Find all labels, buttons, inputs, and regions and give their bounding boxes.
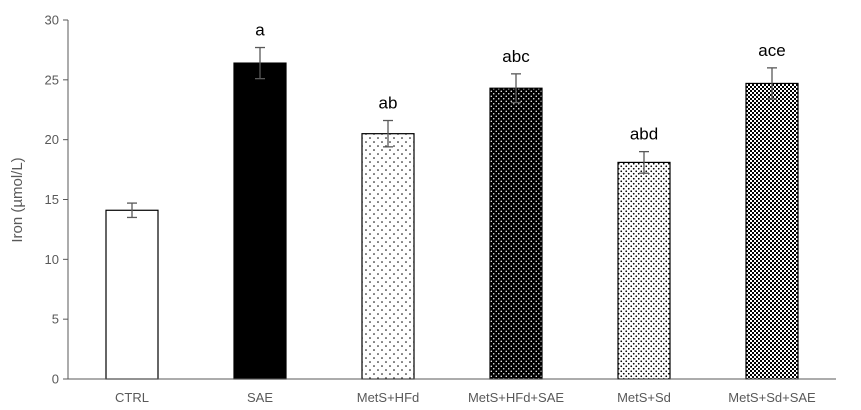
error-bar bbox=[255, 46, 265, 80]
bar bbox=[489, 87, 543, 380]
significance-label: abc bbox=[502, 47, 530, 66]
significance-label: ace bbox=[758, 41, 785, 60]
significance-label: abd bbox=[630, 125, 658, 144]
y-tick-label: 30 bbox=[45, 13, 59, 28]
x-axis: CTRL SAE MetS+HFd MetS+HFd+SAE MetS+Sd MetS+S… bbox=[68, 378, 836, 405]
y-tick-label: 5 bbox=[52, 312, 59, 327]
x-tick-label: CTRL bbox=[115, 390, 149, 405]
error-bar bbox=[511, 73, 521, 104]
error-bar bbox=[639, 150, 649, 174]
y-tick-label: 15 bbox=[45, 192, 59, 207]
bar bbox=[361, 133, 415, 380]
bar bbox=[105, 209, 159, 380]
bars: a ab abc abd ace bbox=[105, 21, 799, 380]
bar bbox=[617, 161, 671, 380]
x-tick-label: SAE bbox=[247, 390, 273, 405]
error-bar bbox=[767, 67, 777, 100]
x-tick-label: MetS+HFd bbox=[357, 390, 420, 405]
x-tick-label: MetS+Sd+SAE bbox=[728, 390, 816, 405]
error-bar bbox=[127, 202, 137, 219]
y-tick-label: 0 bbox=[52, 372, 59, 387]
error-bar bbox=[383, 119, 393, 148]
y-tick-label: 10 bbox=[45, 252, 59, 267]
y-axis-label: Iron (µmol/L) bbox=[9, 157, 26, 242]
significance-label: ab bbox=[379, 94, 398, 113]
x-tick-label: MetS+Sd bbox=[617, 390, 671, 405]
significance-label: a bbox=[255, 21, 265, 40]
y-tick-label: 25 bbox=[45, 72, 59, 87]
bar bbox=[233, 62, 287, 380]
bar bbox=[745, 82, 799, 380]
y-axis: 0 5 10 15 20 25 30 bbox=[45, 13, 69, 387]
x-tick-label: MetS+HFd+SAE bbox=[468, 390, 564, 405]
y-tick-label: 20 bbox=[45, 132, 59, 147]
